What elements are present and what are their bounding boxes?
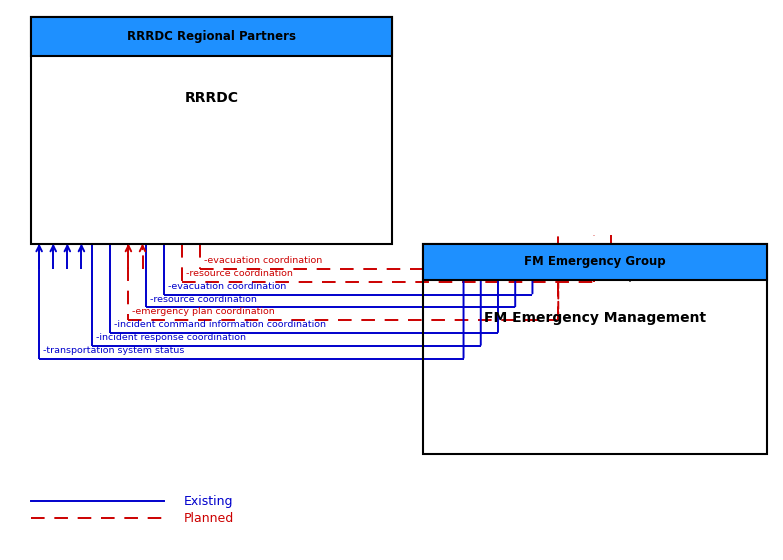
Text: -emergency plan coordination: -emergency plan coordination (132, 307, 275, 316)
Text: -resource coordination: -resource coordination (150, 295, 257, 304)
Text: Planned: Planned (184, 511, 234, 525)
Text: -resource coordination: -resource coordination (186, 269, 292, 278)
Text: Existing: Existing (184, 494, 233, 508)
Text: -incident command information coordination: -incident command information coordinati… (114, 320, 327, 329)
Bar (31, 17, 392, 244)
Text: -transportation system status: -transportation system status (43, 346, 185, 355)
Bar (423, 244, 767, 454)
Text: RRRDC: RRRDC (185, 91, 238, 105)
Text: RRRDC Regional Partners: RRRDC Regional Partners (127, 30, 296, 43)
Text: -evacuation coordination: -evacuation coordination (168, 282, 287, 291)
Bar (31, 17, 392, 57)
Bar (31, 57, 392, 244)
Text: FM Emergency Group: FM Emergency Group (525, 255, 666, 268)
Bar (423, 281, 767, 454)
Text: FM Emergency Management: FM Emergency Management (484, 311, 706, 325)
Text: -evacuation coordination: -evacuation coordination (204, 256, 322, 265)
Text: -incident response coordination: -incident response coordination (96, 333, 247, 342)
Bar (423, 244, 767, 281)
